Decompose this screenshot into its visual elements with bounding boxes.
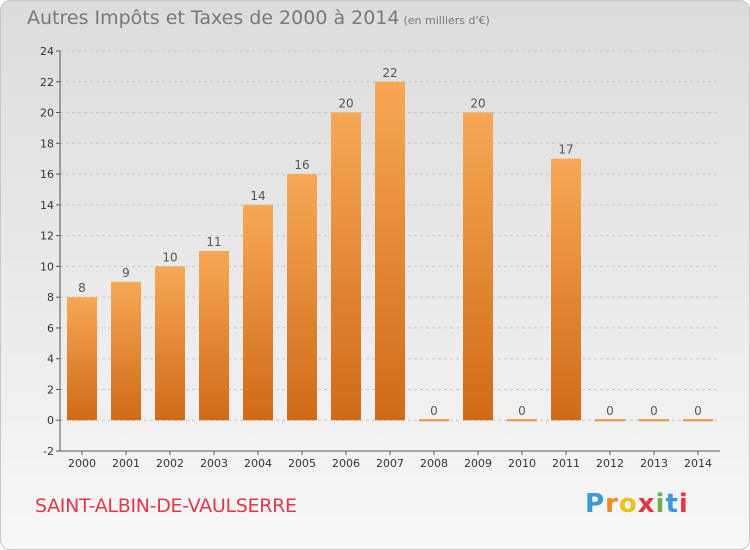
chart-title-text: Autres Impôts et Taxes de 2000 à 2014: [27, 7, 400, 29]
bar: [67, 297, 97, 421]
value-label: 8: [78, 281, 86, 295]
logo-letter: i: [655, 489, 666, 519]
y-tick-label: 16: [40, 168, 54, 181]
value-label: 14: [250, 189, 265, 203]
x-tick-label: 2006: [332, 457, 360, 470]
y-tick-label: 2: [47, 383, 54, 396]
y-tick-label: 0: [47, 414, 54, 427]
y-tick-label: 8: [47, 291, 54, 304]
x-tick-label: 2001: [112, 457, 140, 470]
labels: -202468101214161820222482000920011020021…: [40, 45, 712, 470]
value-label: 0: [694, 404, 702, 418]
bar: [155, 266, 185, 421]
bar: [243, 204, 273, 421]
value-label: 0: [606, 404, 614, 418]
chart-title: Autres Impôts et Taxes de 2000 à 2014 (en…: [27, 7, 490, 29]
logo-letter: P: [585, 489, 606, 519]
logo-letter: r: [605, 489, 619, 519]
value-label: 20: [338, 97, 353, 111]
bar: [507, 419, 537, 422]
y-tick-label: 20: [40, 107, 54, 120]
value-label: 0: [430, 404, 438, 418]
bar: [111, 281, 141, 421]
x-tick-label: 2012: [596, 457, 624, 470]
logo-letter: i: [678, 489, 689, 519]
y-tick-label: 18: [40, 137, 54, 150]
proxiti-logo: Proxiti: [585, 489, 689, 519]
value-label: 10: [162, 250, 177, 264]
y-tick-label: 12: [40, 230, 54, 243]
commune-name: SAINT-ALBIN-DE-VAULSERRE: [35, 495, 297, 517]
bar: [639, 419, 669, 422]
x-tick-label: 2005: [288, 457, 316, 470]
value-label: 17: [558, 143, 573, 157]
x-tick-label: 2013: [640, 457, 668, 470]
bar: [683, 419, 713, 422]
chart-unit-label: (en milliers d'€): [403, 14, 490, 27]
x-tick-label: 2007: [376, 457, 404, 470]
y-tick-label: 6: [47, 322, 54, 335]
bar: [375, 81, 405, 421]
bar: [595, 419, 625, 422]
y-tick-label: 24: [40, 45, 54, 58]
y-tick-label: 22: [40, 76, 54, 89]
value-label: 11: [206, 235, 221, 249]
y-tick-label: 14: [40, 199, 54, 212]
bar: [199, 251, 229, 421]
value-label: 16: [294, 158, 309, 172]
x-tick-label: 2009: [464, 457, 492, 470]
logo-letter: t: [665, 489, 679, 519]
logo-letter: x: [637, 489, 656, 519]
y-tick-label: -2: [43, 445, 54, 458]
bar: [331, 112, 361, 421]
axes: [56, 50, 720, 455]
value-label: 0: [518, 404, 526, 418]
x-tick-label: 2011: [552, 457, 580, 470]
bar: [463, 112, 493, 421]
x-tick-label: 2010: [508, 457, 536, 470]
y-tick-label: 10: [40, 260, 54, 273]
y-tick-label: 4: [47, 353, 54, 366]
bar: [551, 158, 581, 421]
x-tick-label: 2008: [420, 457, 448, 470]
bar: [287, 174, 317, 421]
value-label: 22: [382, 66, 397, 80]
bar: [419, 419, 449, 422]
x-tick-label: 2000: [68, 457, 96, 470]
value-label: 9: [122, 266, 130, 280]
value-label: 20: [470, 97, 485, 111]
value-label: 0: [650, 404, 658, 418]
bars: [67, 81, 713, 422]
x-tick-label: 2002: [156, 457, 184, 470]
logo-letter: o: [618, 489, 638, 519]
x-tick-label: 2014: [684, 457, 712, 470]
x-tick-label: 2003: [200, 457, 228, 470]
x-tick-label: 2004: [244, 457, 272, 470]
